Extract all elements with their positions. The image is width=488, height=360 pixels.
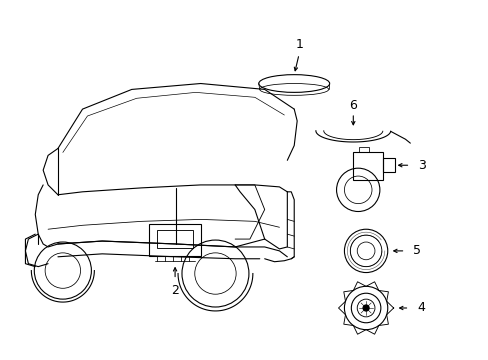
Bar xyxy=(149,224,200,256)
Text: 1: 1 xyxy=(295,38,303,51)
Bar xyxy=(157,230,192,248)
Bar xyxy=(352,152,382,180)
Text: 3: 3 xyxy=(417,159,425,172)
Bar xyxy=(382,158,394,172)
Text: 5: 5 xyxy=(412,244,421,257)
Bar xyxy=(359,147,368,152)
Text: 6: 6 xyxy=(348,99,357,112)
Circle shape xyxy=(363,305,368,311)
Text: 2: 2 xyxy=(171,284,179,297)
Text: 4: 4 xyxy=(416,301,424,315)
